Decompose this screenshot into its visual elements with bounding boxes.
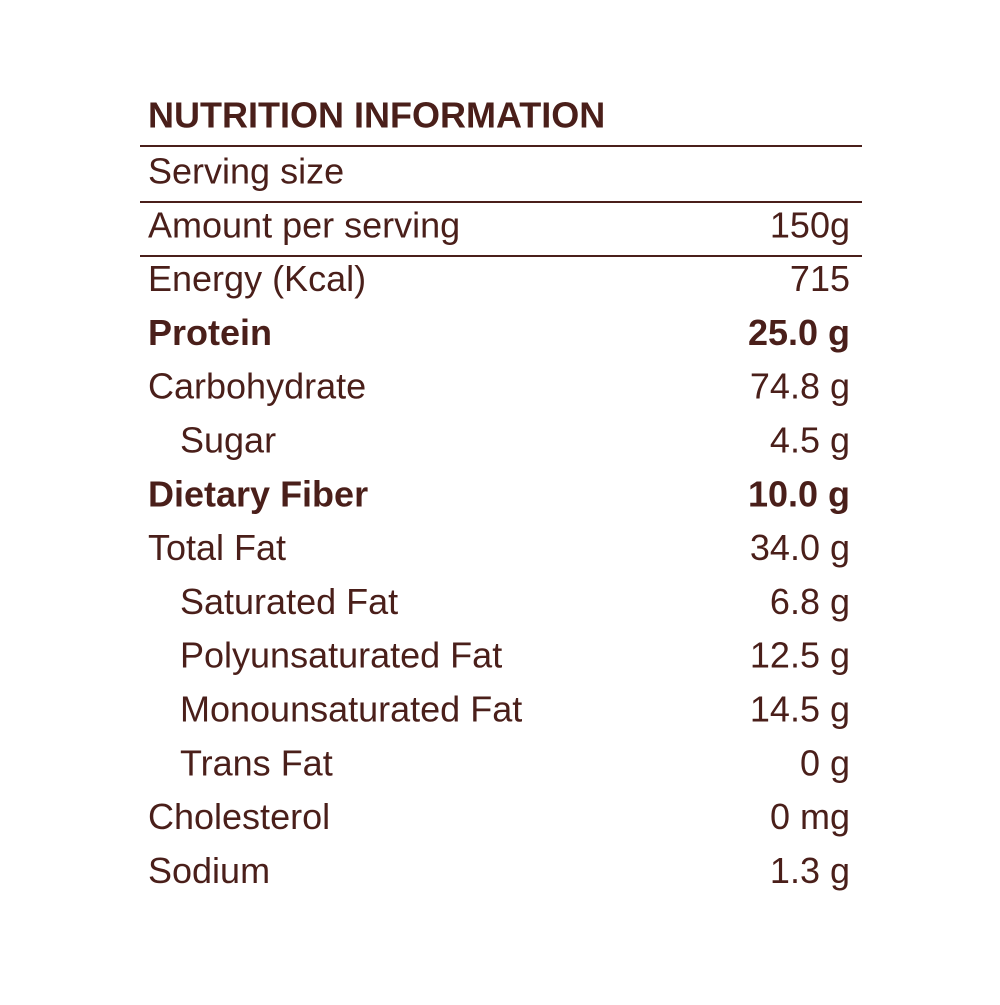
row-label: Amount per serving	[148, 204, 460, 245]
row-value: 6.8 g	[770, 581, 850, 622]
row-label: Polyunsaturated Fat	[180, 635, 502, 676]
row-value: 715	[790, 258, 850, 299]
row-value: 0 mg	[770, 796, 850, 837]
row-label: Trans Fat	[180, 742, 333, 783]
row-label: Cholesterol	[148, 796, 330, 837]
row-value: 150g	[770, 204, 850, 245]
row-label: Saturated Fat	[180, 581, 398, 622]
row-label: Sodium	[148, 850, 270, 891]
row-label: Total Fat	[148, 527, 286, 568]
row-label: Carbohydrate	[148, 366, 366, 407]
row-value: 1.3 g	[770, 850, 850, 891]
row-value: 34.0 g	[750, 527, 850, 568]
row-value: 0 g	[800, 742, 850, 783]
title: NUTRITION INFORMATION	[148, 95, 605, 136]
row-value: 4.5 g	[770, 420, 850, 461]
row-label: Serving size	[148, 151, 344, 192]
row-label: Protein	[148, 312, 272, 353]
row-value: 74.8 g	[750, 366, 850, 407]
row-value: 25.0 g	[748, 312, 850, 353]
row-value: 14.5 g	[750, 689, 850, 730]
row-label: Dietary Fiber	[148, 473, 368, 514]
row-value: 12.5 g	[750, 635, 850, 676]
row-label: Monounsaturated Fat	[180, 689, 522, 730]
row-value: 10.0 g	[748, 473, 850, 514]
row-label: Sugar	[180, 420, 276, 461]
row-label: Energy (Kcal)	[148, 258, 366, 299]
